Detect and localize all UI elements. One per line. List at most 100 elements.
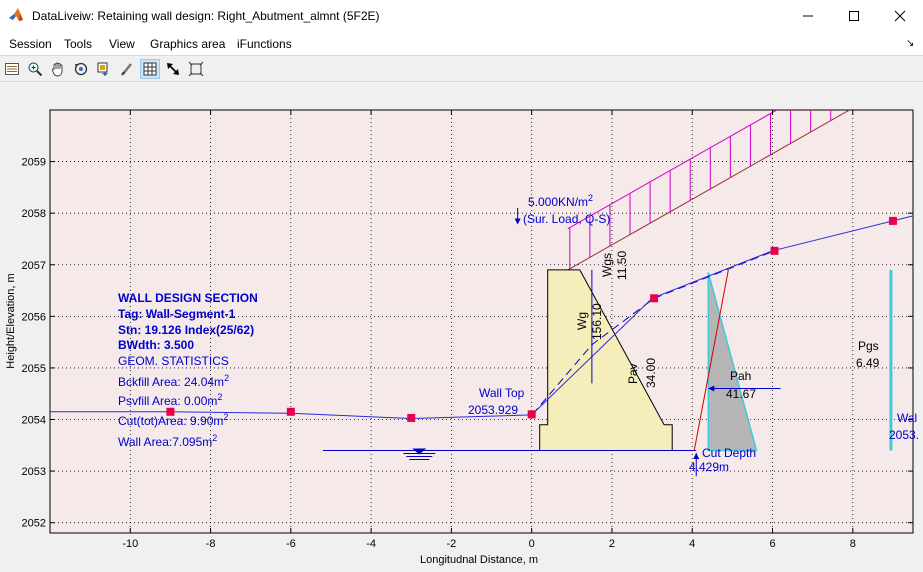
- bwdth-text: BWdth: 3.500: [118, 338, 194, 352]
- x-tick-label: -2: [447, 538, 457, 550]
- title-bar: DataLiveiw: Retaining wall design: Right…: [0, 0, 923, 31]
- axis-ticks: -10 -8 -6 -4 -2 0 2 4 6 8 2052 2053 2054 2055 2056 2057…: [22, 110, 913, 550]
- x-tick-label: -6: [286, 538, 296, 550]
- menu-ifunctions[interactable]: iFunctions: [237, 37, 292, 51]
- wall-top-value: 2053.929: [468, 403, 518, 417]
- geom-stats-text: GEOM. STATISTICS: [118, 354, 229, 368]
- active-pressure-triangle: [707, 272, 758, 452]
- x-axis-label: Longitudnal Distance, m: [420, 554, 538, 566]
- wg-label: Wg: [575, 312, 589, 330]
- grid-toggle-button[interactable]: [140, 59, 160, 79]
- x-tick-label: 0: [529, 538, 535, 550]
- toolbar: [0, 55, 923, 82]
- pav-value: 34.00: [644, 358, 658, 388]
- y-tick-label: 2054: [22, 415, 46, 427]
- diagonal-arrow-icon: [167, 63, 179, 75]
- y-tick-label: 2052: [22, 518, 46, 530]
- data-cursor-button[interactable]: [2, 59, 22, 79]
- fit-axes-button[interactable]: [186, 59, 206, 79]
- cut-area-text: Cut(tot)Area: 9.90m2: [118, 412, 228, 428]
- backfill-dashed-line: [532, 250, 775, 415]
- y-tick-label: 2057: [22, 260, 46, 272]
- x-tick-label: 8: [850, 538, 856, 550]
- profile-marker: [166, 407, 175, 416]
- x-tick-label: -8: [206, 538, 216, 550]
- minimize-button[interactable]: [785, 0, 831, 31]
- pgs-label: Pgs: [858, 339, 879, 353]
- pah-value: 41.67: [726, 387, 756, 401]
- annotation-labels: WALL DESIGN SECTION Tag: Wall-Segment-1 …: [5, 193, 919, 566]
- wall-section-polygon: [531, 269, 673, 451]
- y-tick-label: 2053: [22, 466, 46, 478]
- y-tick-label: 2056: [22, 311, 46, 323]
- axes-background: [49, 109, 914, 534]
- section-title-text: WALL DESIGN SECTION: [118, 291, 258, 305]
- grid-icon: [143, 62, 157, 76]
- profile-marker: [286, 407, 295, 416]
- pav-label: Pav: [626, 363, 640, 384]
- water-level-icon: [412, 448, 427, 455]
- pgs-value: 6.49: [856, 356, 880, 370]
- rotate-3d-button[interactable]: [71, 59, 91, 79]
- menu-bar: Session Tools View Graphics area iFuncti…: [0, 31, 923, 55]
- profile-marker: [888, 216, 897, 225]
- maximize-button[interactable]: [831, 0, 877, 31]
- wall-top-label: Wall Top: [479, 386, 525, 400]
- surcharge-arrow-head: [514, 218, 521, 225]
- x-tick-label: 6: [769, 538, 775, 550]
- menu-tools[interactable]: Tools: [64, 37, 93, 51]
- insert-colorbar-icon: [97, 62, 108, 76]
- fit-axes-icon: [188, 61, 204, 77]
- matlab-app-icon: [9, 8, 23, 21]
- right-wall-value: 2053.: [889, 428, 919, 442]
- zoom-in-button[interactable]: [25, 59, 45, 79]
- surcharge-value-text: 5.000KN/m2: [528, 193, 593, 209]
- menu-graphics-area[interactable]: Graphics area: [150, 37, 226, 51]
- wgs-label: Wgs: [600, 253, 614, 277]
- y-axis-label: Height/Elevation, m: [5, 273, 17, 368]
- minimize-icon: [803, 15, 813, 16]
- y-tick-label: 2058: [22, 208, 46, 220]
- pointer-arrow-button[interactable]: [163, 59, 183, 79]
- pan-hand-icon: [52, 62, 63, 77]
- data-cursor-icon: [5, 63, 19, 75]
- close-icon: [894, 10, 906, 21]
- cut-depth-label: Cut Depth: [702, 446, 756, 460]
- profile-marker: [407, 413, 416, 422]
- dock-arrow-icon[interactable]: ↘: [906, 38, 915, 49]
- wgs-value: 11.50: [615, 251, 629, 280]
- grid-lines: [50, 110, 913, 533]
- edit-brush-button[interactable]: [117, 59, 137, 79]
- cut-depth-value: 4.429m: [689, 460, 729, 474]
- window-title: DataLiveiw: Retaining wall design: Right…: [32, 9, 380, 23]
- y-tick-label: 2059: [22, 157, 46, 169]
- retaining-wall-plot[interactable]: -10 -8 -6 -4 -2 0 2 4 6 8 2052 2053 2054 2055 2056 2057…: [0, 82, 923, 572]
- bckfill-area-text: Bckfill Area: 24.04m2: [118, 373, 229, 389]
- x-tick-label: 2: [609, 538, 615, 550]
- x-tick-label: -10: [122, 538, 138, 550]
- y-tick-label: 2055: [22, 363, 46, 375]
- profile-marker: [527, 410, 536, 419]
- menu-view[interactable]: View: [109, 37, 135, 51]
- psvfill-area-text: Psvfill Area: 0.00m2: [118, 392, 222, 408]
- stn-text: Stn: 19.126 Index(25/62): [118, 323, 254, 337]
- zoom-in-icon: [28, 62, 43, 77]
- cut-depth-arrow-head: [693, 453, 700, 460]
- pgs-bar: [889, 269, 893, 451]
- x-tick-label: 4: [689, 538, 695, 550]
- pah-arrow-head: [708, 385, 715, 392]
- wg-value: 156.10: [590, 303, 604, 340]
- pan-button[interactable]: [48, 59, 68, 79]
- pah-label: Pah: [730, 369, 751, 383]
- x-tick-label: -4: [366, 538, 376, 550]
- brush-icon: [121, 63, 132, 76]
- insert-colorbar-button[interactable]: [94, 59, 114, 79]
- wall-area-text: Wall Area:7.095m2: [118, 433, 217, 449]
- close-button[interactable]: [877, 0, 923, 31]
- menu-session[interactable]: Session: [9, 37, 52, 51]
- surcharge-top-line: [567, 110, 778, 230]
- profile-marker: [770, 246, 779, 255]
- surcharge-label-text: (Sur. Load, Q-S): [523, 212, 610, 226]
- right-wall-label: Wal: [897, 411, 917, 425]
- rotate-3d-icon: [74, 62, 88, 76]
